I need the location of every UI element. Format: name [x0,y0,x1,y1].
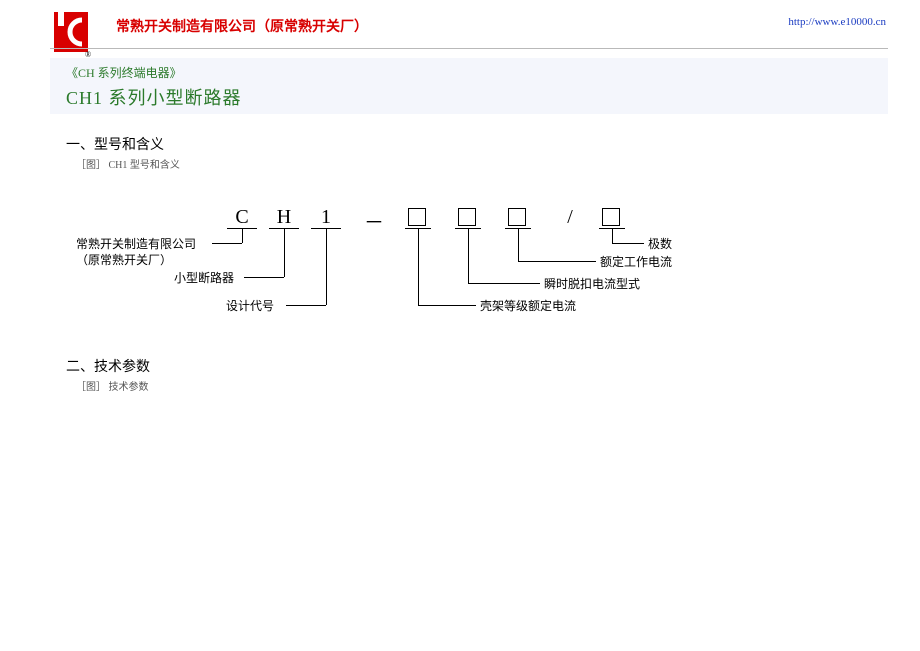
page-title: CH1 系列小型断路器 [66,84,242,110]
label-rated: 额定工作电流 [600,254,672,270]
code-char-slash: / [558,206,582,229]
leader-b4-v [612,229,613,243]
leader-b4-h [612,243,644,244]
label-trip: 瞬时脱扣电流型式 [544,276,640,292]
leader-b3-h [518,261,596,262]
title-band: 《CH 系列终端电器》 CH1 系列小型断路器 [50,58,888,114]
code-char-dash: － [362,206,386,235]
leader-b2-h [468,283,540,284]
label-shell: 壳架等级额定电流 [480,298,576,314]
leader-1-h [286,305,326,306]
leader-b1-h [418,305,476,306]
company-name: 常熟开关制造有限公司（原常熟开关厂） [116,16,368,36]
model-code-diagram: C H 1 － / 常熟开关制造有限公司 （原常熟开关厂） 小型断路器 设计代号… [66,206,816,346]
leader-b1-v [418,229,419,305]
leader-h-h [244,277,284,278]
site-url[interactable]: http://www.e10000.cn [788,16,886,28]
header-rule [50,48,888,49]
company-logo: ® [52,10,92,58]
placeholder-box-1 [408,208,426,226]
placeholder-box-2 [458,208,476,226]
section-1-heading: 一、型号和含义 [66,134,164,154]
placeholder-box-3 [508,208,526,226]
figure-2-label: ［图］ 技术参数 [76,378,149,393]
series-tag: 《CH 系列终端电器》 [66,64,182,81]
leader-c-v [242,229,243,243]
section-2-heading: 二、技术参数 [66,356,150,376]
label-company-l1: 常熟开关制造有限公司 [76,236,196,252]
leader-c-h [212,243,242,244]
figure-1-label: ［图］ CH1 型号和含义 [76,156,180,171]
svg-text:®: ® [85,50,91,58]
leader-1-v [326,229,327,305]
label-company-l2: （原常熟开关厂） [76,252,172,268]
code-char-h: H [272,206,296,229]
placeholder-box-4 [602,208,620,226]
label-mcb: 小型断路器 [174,270,234,286]
code-char-c: C [230,206,254,229]
code-char-1: 1 [314,206,338,229]
leader-b2-v [468,229,469,283]
label-poles: 极数 [648,236,672,252]
leader-b3-v [518,229,519,261]
label-design: 设计代号 [226,298,274,314]
page-header: ® 常熟开关制造有限公司（原常熟开关厂） http://www.e10000.c… [0,0,920,50]
leader-h-v [284,229,285,277]
